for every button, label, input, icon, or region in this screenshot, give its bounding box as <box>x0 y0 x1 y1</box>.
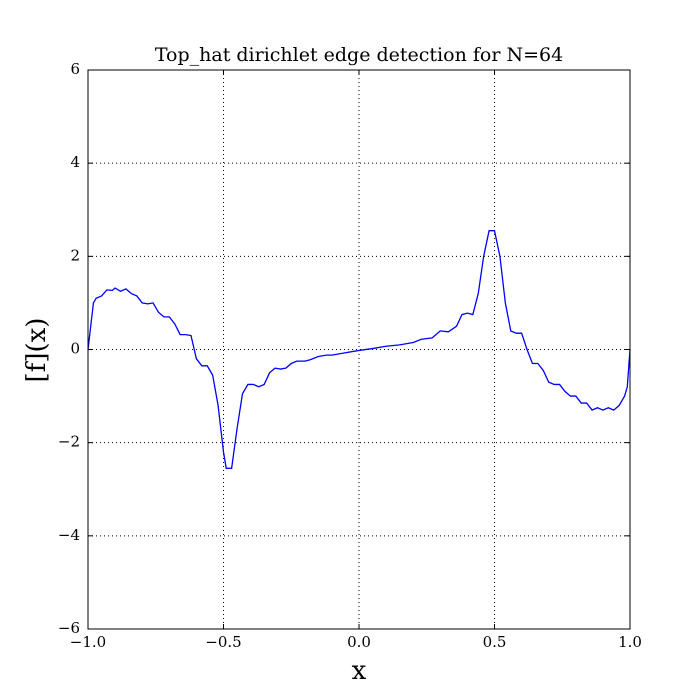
y-tick-label: −6 <box>58 619 80 637</box>
y-tick-label: 6 <box>70 60 80 78</box>
plot-frame <box>87 69 631 630</box>
line-series <box>87 230 631 469</box>
y-tick-label: 4 <box>70 153 80 171</box>
y-tick-label: −2 <box>58 433 80 451</box>
y-axis-label: [f](x) <box>22 318 52 383</box>
y-tick-label: 0 <box>70 340 80 358</box>
chart-title: Top_hat dirichlet edge detection for N=6… <box>155 44 563 66</box>
y-tick-label: −4 <box>58 526 80 544</box>
x-tick-label: 0.0 <box>347 633 371 651</box>
x-tick-label: 0.5 <box>483 633 507 651</box>
x-tick-label: 1.0 <box>618 633 642 651</box>
x-tick-label: −0.5 <box>205 633 241 651</box>
x-axis-label: x <box>352 656 367 686</box>
x-tick-label: −1.0 <box>70 633 106 651</box>
y-tick-label: 2 <box>70 246 80 264</box>
